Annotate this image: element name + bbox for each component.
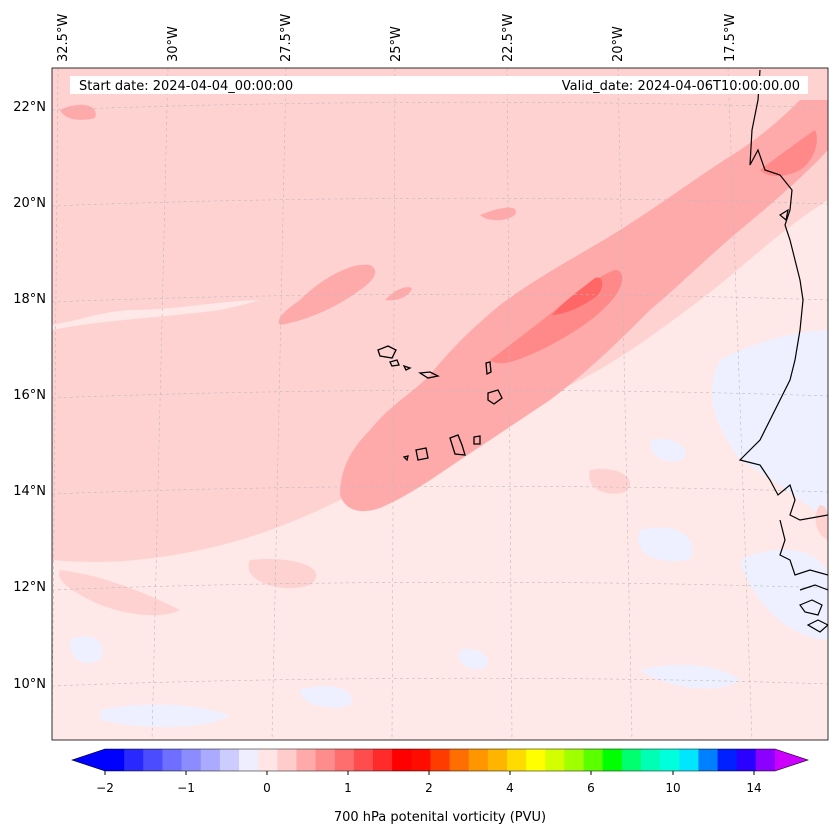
- colorbar-cell: [621, 749, 642, 771]
- colorbar-cell: [353, 749, 374, 771]
- colorbar-cell: [334, 749, 355, 771]
- lat-label: 22°N: [13, 100, 46, 115]
- colorbar-cell: [373, 749, 393, 771]
- colorbar-tick: 0: [263, 781, 271, 795]
- lat-label: 10°N: [13, 677, 46, 692]
- lat-label: 20°N: [13, 196, 46, 211]
- lon-label: 30°W: [166, 26, 181, 62]
- colorbar-cell: [219, 749, 240, 771]
- colorbar-tick: 4: [506, 781, 514, 795]
- colorbar-tick: 6: [587, 781, 595, 795]
- colorbar-cell: [660, 749, 680, 771]
- colorbar-cell: [545, 749, 565, 771]
- negative-pv-patches: [69, 330, 828, 727]
- colorbar-cell: [641, 749, 661, 771]
- lon-label: 22.5°W: [501, 14, 516, 62]
- lon-label: 25°W: [389, 26, 404, 62]
- colorbar-cell: [124, 749, 144, 771]
- start-date-label: Start date: 2024-04-04_00:00:00: [79, 79, 293, 94]
- colorbar-cell: [755, 749, 776, 771]
- colorbar-cell: [507, 749, 527, 771]
- longitude-labels: 32.5°W 30°W 27.5°W 25°W 22.5°W 20°W 17.5…: [56, 14, 738, 62]
- pv-contour-level4: [552, 277, 603, 315]
- colorbar-cell: [487, 749, 508, 771]
- colorbar-cell: [468, 749, 489, 771]
- colorbar-cell: [583, 749, 604, 771]
- colorbar-cells: [105, 749, 776, 771]
- colorbar-cell: [430, 749, 451, 771]
- lon-label: 20°W: [611, 26, 626, 62]
- colorbar-cell: [717, 749, 738, 771]
- colorbar-tick: −1: [177, 781, 195, 795]
- lat-label: 16°N: [13, 388, 46, 403]
- colorbar-cell: [679, 749, 699, 771]
- coastline: [738, 69, 828, 633]
- colorbar-extend-min: [72, 749, 105, 771]
- lat-label: 18°N: [13, 292, 46, 307]
- cape-verde-islands: [377, 345, 503, 462]
- colorbar-extend-max: [775, 749, 808, 771]
- colorbar-cell: [526, 749, 546, 771]
- valid-date-label: Valid_date: 2024-04-06T10:00:00.00: [562, 79, 800, 94]
- colorbar-cell: [411, 749, 431, 771]
- colorbar-tick: 2: [425, 781, 433, 795]
- colorbar-cell: [449, 749, 470, 771]
- colorbar: −2 −1 0 1 2 4 6 10 14 700 hPa potenital …: [71, 748, 809, 825]
- colorbar-label: 700 hPa potenital vorticity (PVU): [334, 810, 546, 825]
- colorbar-tick: 10: [665, 781, 680, 795]
- latitude-labels: 22°N 20°N 18°N 16°N 14°N 12°N 10°N: [13, 100, 46, 692]
- colorbar-cell: [392, 749, 412, 771]
- colorbar-tick: 1: [344, 781, 352, 795]
- lat-label: 14°N: [13, 484, 46, 499]
- lon-label: 27.5°W: [279, 14, 294, 62]
- colorbar-cell: [736, 749, 757, 771]
- colorbar-cell: [143, 749, 163, 771]
- colorbar-ticks: −2 −1 0 1 2 4 6 10 14: [96, 771, 762, 795]
- colorbar-cell: [315, 749, 336, 771]
- graticule: [52, 68, 828, 740]
- colorbar-cell: [296, 749, 317, 771]
- pv-field: [52, 68, 828, 740]
- lon-label: 17.5°W: [723, 14, 738, 62]
- colorbar-cell: [564, 749, 585, 771]
- colorbar-cell: [258, 749, 278, 771]
- lon-label: 32.5°W: [56, 14, 71, 62]
- lat-label: 12°N: [13, 580, 46, 595]
- colorbar-cell: [277, 749, 297, 771]
- colorbar-tick: 14: [746, 781, 761, 795]
- colorbar-cell: [200, 749, 221, 771]
- colorbar-cell: [181, 749, 202, 771]
- colorbar-tick: −2: [96, 781, 114, 795]
- colorbar-cell: [602, 749, 623, 771]
- colorbar-cell: [162, 749, 183, 771]
- colorbar-cell: [239, 749, 259, 771]
- map-frame: [51, 67, 829, 741]
- header-bar: [70, 76, 808, 94]
- colorbar-cell: [698, 749, 719, 771]
- colorbar-cell: [105, 749, 125, 771]
